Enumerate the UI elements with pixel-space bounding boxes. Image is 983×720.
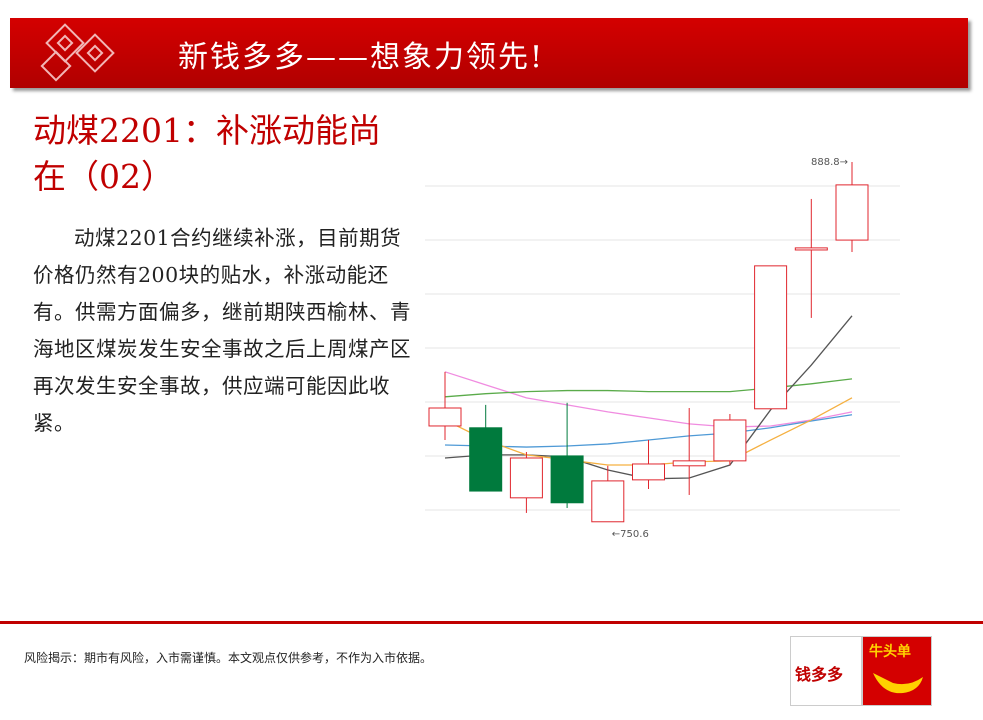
candle-body <box>509 457 543 499</box>
candle-body <box>469 427 503 492</box>
grid <box>425 185 900 511</box>
footer-rule <box>0 621 983 624</box>
candle-body <box>794 247 828 251</box>
candle-body <box>754 265 788 410</box>
logo-icon <box>873 673 923 694</box>
logo-text: 牛头单 <box>869 644 911 660</box>
annotation: 888.8→ <box>811 157 848 168</box>
header-bar: 新钱多多——想象力领先! <box>10 18 968 88</box>
logo-right: 牛头单 <box>862 636 932 706</box>
candle-body <box>713 419 747 462</box>
candle-body <box>591 480 625 523</box>
logo-text: 钱多多 <box>795 665 844 684</box>
candle-body <box>632 463 665 481</box>
candle-body <box>672 460 706 467</box>
slide-title: 动煤2201：补涨动能尚在（02） <box>33 111 381 196</box>
disclaimer: 风险揭示：期市有风险，入市需谨慎。本文观点仅供参考，不作为入市依据。 <box>24 651 433 665</box>
logo-left: 钱多多 <box>790 636 862 706</box>
moving-average <box>444 371 853 428</box>
header-title: 新钱多多——想象力领先! <box>178 40 545 75</box>
candle-body <box>835 184 869 241</box>
candle-body <box>428 407 462 427</box>
annotation: ←750.6 <box>612 529 649 540</box>
chart: 888.8→ ←750.6 <box>425 157 900 540</box>
body-text: 动煤2201合约继续补涨，目前期货价格仍然有200块的贴水，补涨动能还有。供需方… <box>33 226 411 435</box>
header-pattern <box>40 23 115 82</box>
candle-body <box>550 455 584 504</box>
